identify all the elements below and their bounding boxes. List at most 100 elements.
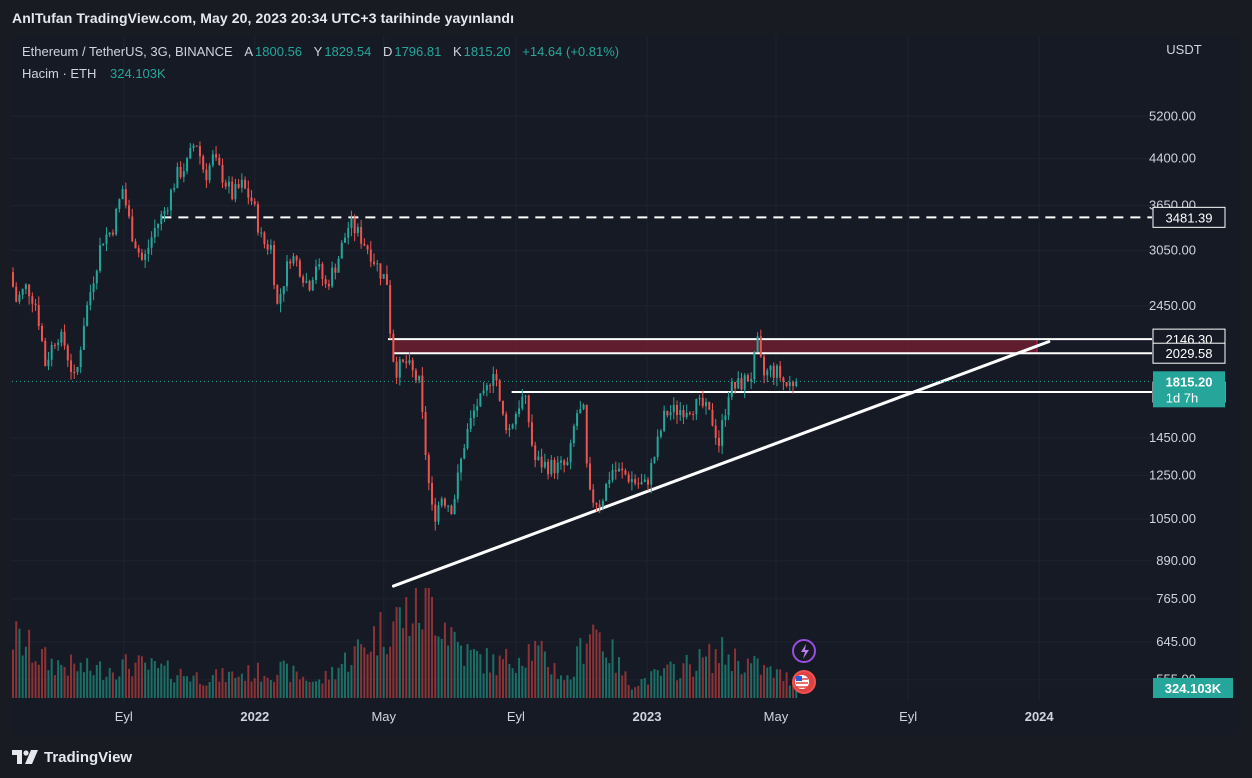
- volume-bar: [334, 679, 337, 698]
- volume-bar: [79, 662, 82, 698]
- candle-body: [166, 210, 169, 212]
- candle-body: [705, 401, 708, 407]
- volume-bar: [559, 675, 562, 698]
- volume-bar: [608, 663, 611, 698]
- candle-body: [344, 237, 347, 243]
- candle-body: [92, 283, 95, 293]
- volume-bar: [118, 676, 121, 698]
- candle-body: [453, 498, 456, 515]
- x-tick-label: 2022: [240, 709, 269, 724]
- candle-body: [579, 409, 582, 414]
- volume-title[interactable]: Hacim · ETH: [22, 66, 97, 81]
- y-tick-label: 2450.00: [1149, 298, 1196, 313]
- candle-body: [434, 504, 437, 522]
- candle-body: [692, 414, 695, 416]
- chart-panel[interactable]: USDT 5200.00 4400.00 3650.00 3050.00 2450.00…: [12, 36, 1240, 736]
- candle-body: [608, 480, 611, 485]
- level-label: 2029.58: [1166, 346, 1213, 361]
- volume-bar: [18, 628, 21, 698]
- candle-body: [637, 483, 640, 485]
- candle-body: [540, 456, 543, 468]
- candle-body: [647, 479, 650, 485]
- candle-body: [572, 425, 575, 444]
- candle-body: [605, 484, 608, 501]
- candle-body: [672, 404, 675, 413]
- volume-bar: [402, 628, 405, 698]
- change-value: +14.64 (+0.81%): [522, 44, 620, 59]
- volume-bar: [405, 597, 408, 698]
- candle-body: [321, 264, 324, 280]
- volume-bar: [121, 659, 124, 698]
- volume-bar: [501, 659, 504, 698]
- candle-body: [237, 184, 240, 188]
- volume-bar: [537, 645, 540, 698]
- support-trendline: [391, 340, 1051, 588]
- volume-bar: [363, 647, 366, 698]
- candle-body: [724, 415, 727, 421]
- volume-bar: [208, 682, 211, 698]
- volume-bar: [779, 669, 782, 698]
- volume-bar: [298, 679, 301, 698]
- candle-body: [598, 504, 601, 507]
- candle-body: [785, 382, 788, 386]
- volume-bar: [518, 657, 521, 698]
- volume-bar: [124, 654, 127, 698]
- candle-body: [395, 361, 398, 378]
- candle-body: [327, 284, 330, 287]
- volume-bar: [666, 664, 669, 698]
- volume-bar: [772, 677, 775, 698]
- candle-body: [443, 498, 446, 506]
- candle-body: [256, 204, 259, 233]
- candle-body: [782, 377, 785, 383]
- y-tick-label: 890.00: [1156, 553, 1196, 568]
- x-tick-label: May: [764, 709, 789, 724]
- candle-body: [276, 285, 279, 304]
- candle-body: [569, 443, 572, 463]
- candle-body: [753, 351, 756, 380]
- candle-body: [763, 356, 766, 376]
- candle-body: [195, 145, 198, 147]
- candle-body: [105, 234, 108, 244]
- volume-bar: [414, 588, 417, 698]
- price-chart[interactable]: USDT 5200.004400.003650.003050.002450.00…: [12, 36, 1240, 736]
- tradingview-brand[interactable]: TradingView: [12, 746, 132, 768]
- symbol-title[interactable]: Ethereum / TetherUS, 3G, BINANCE: [22, 44, 233, 59]
- volume-bar: [218, 681, 221, 698]
- volume-bar: [621, 675, 624, 698]
- candle-body: [750, 379, 753, 382]
- candle-body: [627, 474, 630, 482]
- volume-bar: [211, 675, 214, 698]
- volume-bar: [588, 634, 591, 698]
- candle-body: [566, 462, 569, 465]
- volume-bar: [240, 673, 243, 698]
- volume-bar: [640, 678, 643, 698]
- candle-body: [734, 381, 737, 389]
- candle-body: [292, 256, 295, 264]
- candle-body: [550, 459, 553, 475]
- candle-body: [363, 243, 366, 246]
- volume-bar: [89, 670, 92, 698]
- candle-body: [779, 365, 782, 378]
- volume-bar: [643, 678, 646, 698]
- candle-body: [792, 382, 795, 387]
- candle-body: [621, 468, 624, 471]
- volume-bar: [31, 662, 34, 698]
- volume-bar: [688, 664, 691, 698]
- volume-bar: [508, 664, 511, 698]
- candle-body: [182, 171, 185, 177]
- volume-bar: [576, 646, 579, 698]
- volume-bar: [292, 665, 295, 698]
- candle-body: [189, 147, 192, 159]
- volume-bar: [792, 683, 795, 698]
- volume-bar: [105, 676, 108, 698]
- candle-body: [150, 237, 153, 248]
- volume-bar: [92, 675, 95, 698]
- volume-bar: [169, 678, 172, 698]
- volume-bar: [205, 685, 208, 698]
- volume-bar: [347, 671, 350, 698]
- candle-body: [701, 397, 704, 407]
- volume-bar: [224, 682, 227, 698]
- candle-body: [666, 410, 669, 416]
- candle-body: [202, 156, 205, 170]
- candle-body: [118, 199, 121, 209]
